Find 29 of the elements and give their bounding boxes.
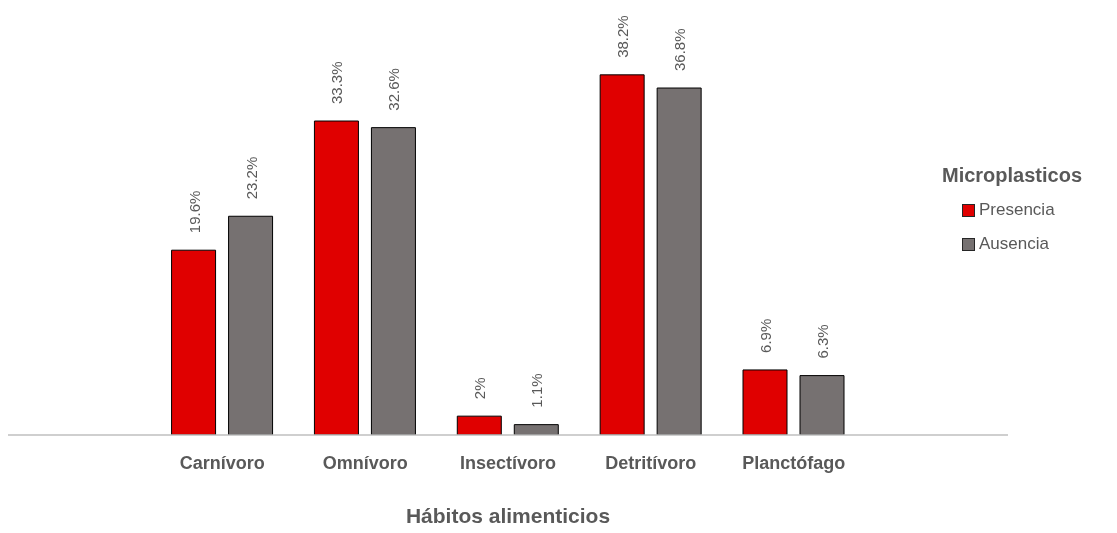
- x-tick-label: Carnívoro: [179, 452, 265, 473]
- bar: [599, 74, 645, 435]
- legend-label: Presencia: [979, 200, 1055, 220]
- data-label: 32.6%: [384, 68, 402, 111]
- data-label: 6.9%: [756, 318, 774, 353]
- bar: [513, 424, 559, 435]
- data-label: 1.1%: [527, 373, 545, 408]
- data-label: 2%: [470, 377, 488, 400]
- data-label: 36.8%: [670, 28, 688, 72]
- bar: [171, 249, 217, 435]
- x-tick-label: Omnívoro: [322, 452, 408, 473]
- data-label: 23.2%: [242, 156, 260, 200]
- bar: [799, 375, 845, 435]
- bar: [228, 215, 274, 435]
- bar: [370, 127, 416, 435]
- legend-label: Ausencia: [979, 234, 1049, 254]
- bar: [456, 415, 502, 435]
- legend-title: Microplasticos: [942, 163, 1084, 187]
- bar: [656, 87, 702, 435]
- data-label: 38.2%: [613, 15, 631, 58]
- data-label: 19.6%: [185, 190, 203, 234]
- data-label: 6.3%: [813, 324, 831, 359]
- bar: [313, 120, 359, 435]
- x-axis-title: Hábitos alimenticios: [405, 504, 611, 527]
- bar: [742, 369, 788, 435]
- x-tick-label: Insectívoro: [459, 452, 557, 473]
- data-label: 33.3%: [327, 61, 345, 105]
- x-tick-label: Detritívoro: [605, 452, 697, 473]
- x-tick-label: Planctófago: [742, 452, 846, 473]
